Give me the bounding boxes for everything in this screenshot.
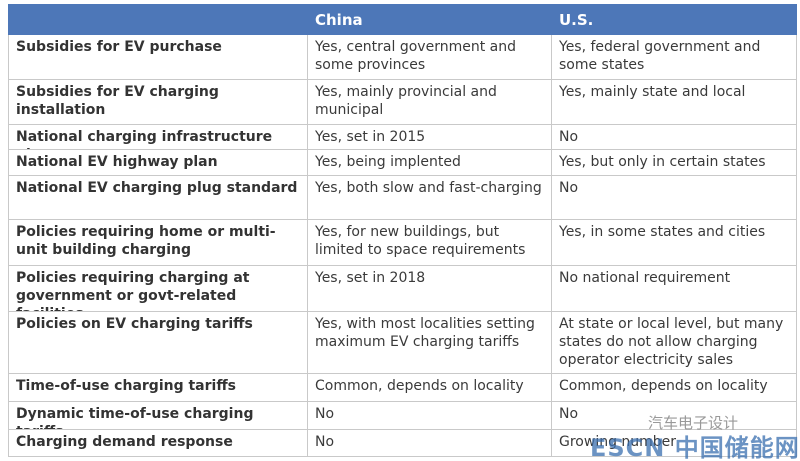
table-cell: Yes, in some states and cities (552, 220, 797, 266)
row-label: Charging demand response programs (8, 430, 308, 457)
table-cell: No national requirement (552, 266, 797, 312)
table-cell: Yes, mainly state and local (552, 80, 797, 125)
table-cell: No (552, 125, 797, 150)
table-cell: At state or local level, but many states… (552, 312, 797, 374)
table-cell: Yes, but only in certain states (552, 150, 797, 176)
table-cell: Yes, being implented (308, 150, 552, 176)
row-label: Dynamic time-of-use charging tariffs (8, 402, 308, 430)
table-cell: Yes, mainly provincial and municipal (308, 80, 552, 125)
watermark: ESCN 中国储能网 (590, 434, 800, 461)
table-cell: Yes, for new buildings, but limited to s… (308, 220, 552, 266)
row-label: Subsidies for EV charging installation (8, 80, 308, 125)
header-cell: China (308, 4, 552, 35)
table-cell: Yes, set in 2018 (308, 266, 552, 312)
table-cell: No (308, 402, 552, 430)
watermark: 汽车电子设计 (648, 414, 739, 432)
table-cell: Yes, federal government and some states (552, 35, 797, 80)
table-cell: Yes, set in 2015 (308, 125, 552, 150)
table-cell: Common, depends on locality (308, 374, 552, 402)
row-label: National EV highway plan (8, 150, 308, 176)
table-cell: Yes, central government and some provinc… (308, 35, 552, 80)
table-cell: No (552, 176, 797, 220)
row-label: National charging infrastructure plan (8, 125, 308, 150)
table-cell: No (552, 402, 797, 430)
row-label: Policies requiring charging at governmen… (8, 266, 308, 312)
table-cell: Growing number (552, 430, 797, 457)
table-cell: Yes, both slow and fast-charging (308, 176, 552, 220)
row-label: Time-of-use charging tariffs (8, 374, 308, 402)
table-cell: Common, depends on locality (552, 374, 797, 402)
table-cell: No (308, 430, 552, 457)
header-cell (8, 4, 308, 35)
row-label: Policies requiring home or multi-unit bu… (8, 220, 308, 266)
table-cell: Yes, with most localities setting maximu… (308, 312, 552, 374)
header-cell: U.S. (552, 4, 797, 35)
row-label: Subsidies for EV purchase (8, 35, 308, 80)
row-label: Policies on EV charging tariffs (8, 312, 308, 374)
row-label: National EV charging plug standard (8, 176, 308, 220)
